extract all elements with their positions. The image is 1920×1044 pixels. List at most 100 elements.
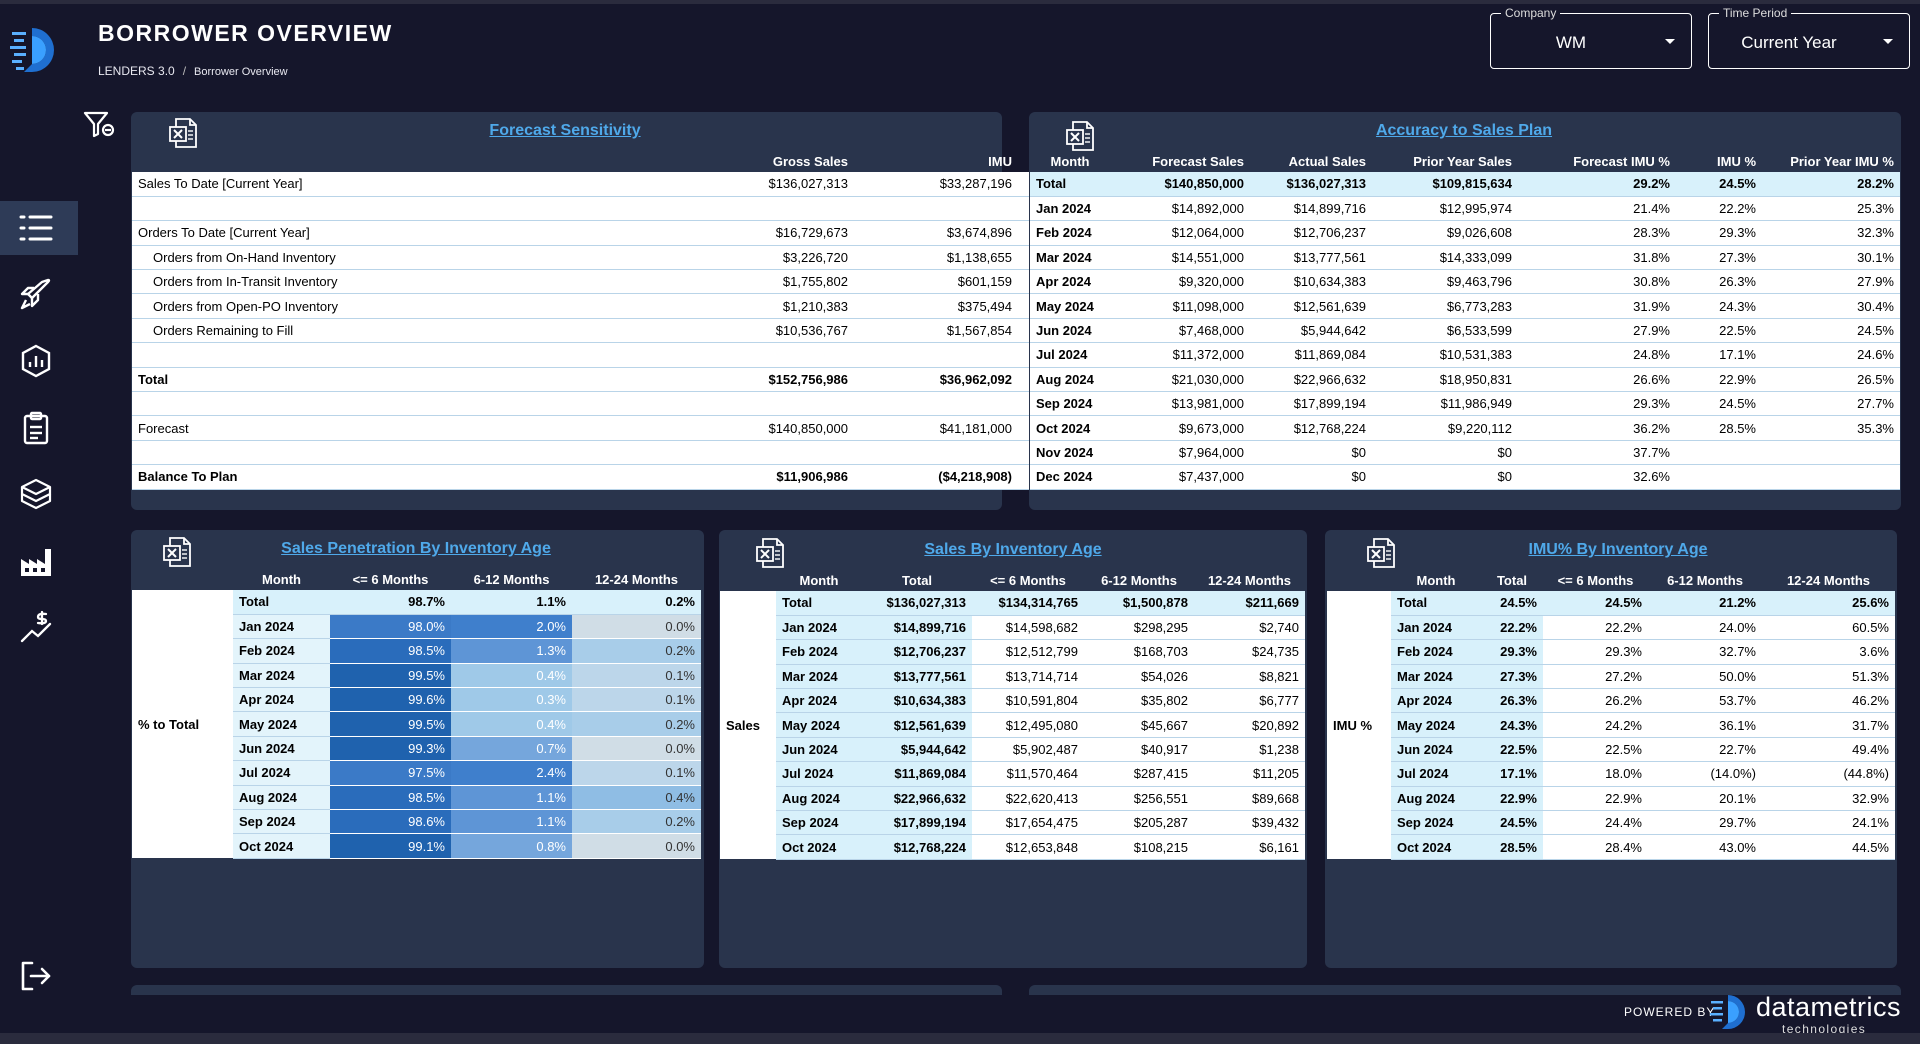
table-cell: $21,030,000 [1110, 367, 1250, 393]
heat-cell: 1.3% [451, 638, 572, 664]
month-cell: Apr 2024 [1030, 269, 1110, 295]
table-cell: $205,287 [1084, 810, 1194, 836]
table-cell: $14,551,000 [1110, 245, 1250, 271]
table-cell: $5,902,487 [972, 737, 1084, 763]
finance-trend-icon[interactable] [18, 609, 54, 645]
breadcrumb-root[interactable]: LENDERS 3.0 [98, 64, 175, 78]
table-row: Mar 2024 $14,551,000 $13,777,561 $14,333,09… [1030, 245, 1900, 271]
table-row: Orders from In-Transit Inventory $1,755,8… [132, 269, 1113, 295]
table-cell [1676, 464, 1762, 490]
app-logo[interactable] [10, 22, 60, 78]
table-row: Total $140,850,000 $136,027,313 $109,815,63… [1030, 172, 1900, 197]
table-cell: 24.4% [1543, 810, 1648, 836]
month-cell: Feb 2024 [1391, 639, 1481, 665]
table-cell: 51.3% [1762, 664, 1895, 690]
sales-penetration-table: Month <= 6 Months 6-12 Months 12-24 Months%… [132, 568, 701, 859]
table-cell: $0 [1250, 464, 1372, 490]
caret-down-icon [1665, 39, 1675, 44]
heat-cell: 99.6% [330, 687, 451, 713]
rocket-icon[interactable] [18, 276, 54, 312]
month-cell: Jan 2024 [233, 614, 330, 640]
imu-by-inventory-age-title[interactable]: IMU% By Inventory Age [1528, 541, 1708, 558]
table-cell: 36.2% [1518, 415, 1676, 441]
excel-export-icon[interactable] [1366, 537, 1396, 569]
heat-cell: 2.0% [451, 614, 572, 640]
table-cell: $14,598,682 [972, 615, 1084, 641]
table-cell: 44.5% [1762, 834, 1895, 860]
boxes-icon[interactable] [18, 476, 54, 512]
company-select-value: WM [1555, 33, 1587, 52]
table-row: Aug 2024 98.5% 1.1% 0.4% [132, 785, 701, 811]
heat-cell: 98.5% [330, 638, 451, 664]
excel-export-icon[interactable] [168, 117, 198, 149]
table-cell: $0 [1372, 440, 1518, 466]
column-header: Total [901, 572, 933, 588]
table-row: Mar 2024 99.5% 0.4% 0.1% [132, 663, 701, 689]
top-edge [0, 0, 1920, 4]
table-cell [854, 440, 1018, 466]
breadcrumb-current: Borrower Overview [194, 66, 288, 78]
table-cell: $17,899,194 [862, 810, 972, 836]
analytics-icon[interactable] [18, 343, 54, 379]
heat-cell: 1.1% [451, 785, 572, 811]
column-header-blank [132, 568, 233, 590]
sales-penetration-title[interactable]: Sales Penetration By Inventory Age [281, 540, 551, 557]
month-cell: Oct 2024 [1391, 834, 1481, 860]
table-cell [590, 391, 854, 417]
table-cell [590, 440, 854, 466]
column-header: 12-24 Months [1207, 572, 1292, 588]
table-cell: $14,892,000 [1110, 196, 1250, 222]
horizontal-scrollbar[interactable] [0, 1033, 1920, 1044]
clipboard-icon[interactable] [18, 410, 54, 446]
excel-export-icon[interactable] [755, 537, 785, 569]
table-cell: $140,850,000 [1110, 172, 1250, 197]
table-cell: 24.5% [1481, 591, 1543, 616]
table-cell: 24.5% [1762, 318, 1900, 344]
table-row: Aug 2024 $22,966,632 $22,620,413 $256,551 $8… [720, 786, 1305, 812]
table-cell: 30.8% [1518, 269, 1676, 295]
excel-export-icon[interactable] [1065, 120, 1095, 152]
forecast-sensitivity-title[interactable]: Forecast Sensitivity [489, 122, 641, 139]
table-cell: $10,531,383 [1372, 342, 1518, 368]
filter-icon[interactable] [82, 108, 116, 142]
column-header: Month [262, 571, 301, 587]
header-row: Month Total <= 6 Months 6-12 Months 12-24 Mo… [1327, 569, 1895, 591]
logout-icon[interactable] [18, 958, 54, 994]
month-cell: Jun 2024 [1391, 737, 1481, 763]
time-period-select[interactable]: Time Period Current Year [1708, 6, 1910, 69]
heat-cell: 0.2% [572, 638, 701, 664]
month-cell: Jul 2024 [776, 761, 862, 787]
table-cell: 32.9% [1762, 786, 1895, 812]
table-cell: $39,432 [1194, 810, 1305, 836]
month-cell: Jul 2024 [233, 760, 330, 786]
table-cell: $17,654,475 [972, 810, 1084, 836]
table-cell: 29.3% [1481, 639, 1543, 665]
table-cell: $7,437,000 [1110, 464, 1250, 490]
column-header: Month [1416, 572, 1456, 588]
company-select[interactable]: Company WM [1490, 6, 1692, 69]
accuracy-sales-plan-title[interactable]: Accuracy to Sales Plan [1375, 122, 1553, 139]
table-cell [1762, 464, 1900, 490]
table-cell: $1,138,655 [854, 245, 1018, 271]
month-cell: May 2024 [233, 711, 330, 737]
month-cell: Oct 2024 [776, 834, 862, 860]
column-header: 12-24 Months [594, 571, 679, 587]
table-cell: 28.5% [1481, 834, 1543, 860]
table-cell: $12,995,974 [1372, 196, 1518, 222]
page-title: BORROWER OVERVIEW [98, 20, 393, 46]
list-icon[interactable] [18, 210, 54, 246]
row-label [132, 440, 590, 466]
excel-export-icon[interactable] [162, 536, 192, 568]
row-group-label: IMU % [1327, 591, 1391, 860]
sales-by-inventory-age-title[interactable]: Sales By Inventory Age [924, 541, 1102, 558]
table-cell: $9,026,608 [1372, 220, 1518, 246]
heat-cell: 0.3% [451, 687, 572, 713]
table-cell: $10,634,383 [862, 688, 972, 714]
table-cell: $13,714,714 [972, 664, 1084, 690]
table-row: Oct 2024 99.1% 0.8% 0.0% [132, 833, 701, 859]
brand-name: datametrics [1756, 992, 1902, 1022]
table-cell: $17,899,194 [1250, 391, 1372, 417]
month-cell: Total [233, 590, 330, 615]
table-row: Orders from Open-PO Inventory $1,210,383 $… [132, 293, 1113, 319]
factory-icon[interactable] [18, 543, 54, 579]
